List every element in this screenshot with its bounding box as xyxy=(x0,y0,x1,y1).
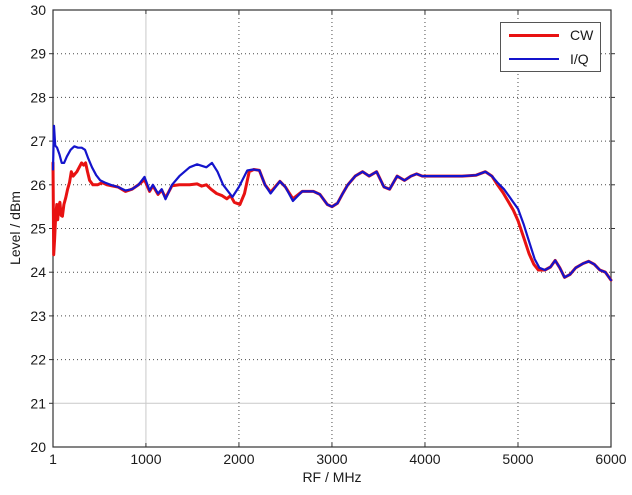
x-tick-label: 1000 xyxy=(130,451,161,467)
legend-label-iq: I/Q xyxy=(570,51,589,67)
iq-line-sample-icon xyxy=(509,58,559,60)
y-tick-label: 23 xyxy=(30,308,46,324)
y-tick-label: 25 xyxy=(30,221,46,237)
y-tick-label: 22 xyxy=(30,352,46,368)
legend-label-cw: CW xyxy=(570,27,594,43)
x-tick-label: 2000 xyxy=(223,451,254,467)
x-tick-label: 6000 xyxy=(595,451,626,467)
legend: CW I/Q xyxy=(500,22,601,72)
y-axis-title: Level / dBm xyxy=(7,191,23,265)
y-tick-label: 21 xyxy=(30,395,46,411)
x-tick-label: 1 xyxy=(49,451,57,467)
y-tick-label: 24 xyxy=(30,264,46,280)
cw-line-sample-icon xyxy=(509,33,559,37)
y-tick-label: 30 xyxy=(30,2,46,18)
x-tick-label: 3000 xyxy=(316,451,347,467)
legend-entry-iq: I/Q xyxy=(501,47,600,71)
y-tick-label: 20 xyxy=(30,439,46,455)
y-tick-label: 26 xyxy=(30,177,46,193)
x-axis-title: RF / MHz xyxy=(302,469,362,485)
y-tick-label: 27 xyxy=(30,133,46,149)
y-tick-label: 29 xyxy=(30,46,46,62)
y-tick-label: 28 xyxy=(30,89,46,105)
x-tick-label: 4000 xyxy=(409,451,440,467)
iq-curve xyxy=(51,124,613,282)
legend-entry-cw: CW xyxy=(501,23,600,47)
x-tick-label: 5000 xyxy=(502,451,533,467)
axis-box xyxy=(52,9,612,448)
